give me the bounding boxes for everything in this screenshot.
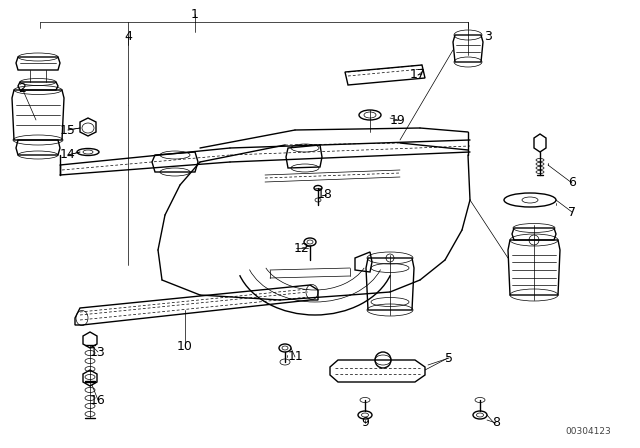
Text: 8: 8 [492, 417, 500, 430]
Text: 00304123: 00304123 [565, 427, 611, 436]
Text: 12: 12 [294, 241, 310, 254]
Text: 15: 15 [60, 124, 76, 137]
Text: 5: 5 [445, 352, 453, 365]
Text: 9: 9 [361, 417, 369, 430]
Text: 1: 1 [191, 8, 199, 21]
Text: 13: 13 [90, 345, 106, 358]
Text: 14: 14 [60, 148, 76, 161]
Text: 11: 11 [288, 350, 304, 363]
Text: 7: 7 [568, 206, 576, 219]
Text: 6: 6 [568, 177, 576, 190]
Text: 2: 2 [18, 82, 26, 95]
Text: 3: 3 [484, 30, 492, 43]
Text: 10: 10 [177, 340, 193, 353]
Text: 4: 4 [124, 30, 132, 43]
Text: 19: 19 [390, 113, 406, 126]
Text: 16: 16 [90, 393, 106, 406]
Text: 18: 18 [317, 189, 333, 202]
Text: 17: 17 [410, 69, 426, 82]
